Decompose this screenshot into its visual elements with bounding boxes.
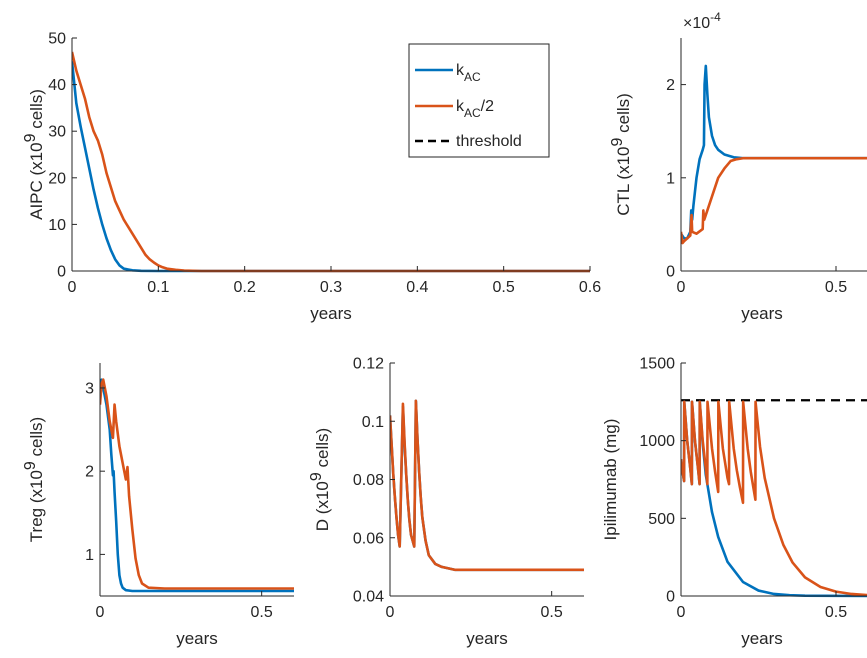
y-tick-label: 0 (57, 264, 66, 281)
y-tick-label: 0.08 (353, 472, 384, 489)
x-tick-label: 0.5 (825, 279, 847, 296)
x-axis-label: years (466, 629, 508, 648)
y-axis-label: AIPC (x109 cells) (22, 89, 46, 220)
y-tick-label: 2 (85, 464, 94, 481)
legend-label: kAC/2 (456, 98, 494, 120)
y-tick-label: 50 (48, 31, 66, 48)
y-tick-label: 500 (648, 511, 675, 528)
series-line-orange (390, 399, 584, 572)
chart-ctl: 0 0.5 0 1 2 years CTL (x109 cells) ×10-4 (609, 10, 867, 323)
y-tick-label: 3 (85, 380, 94, 397)
x-tick-label: 0 (677, 279, 686, 296)
x-axis-label: years (741, 629, 783, 648)
x-tick-label: 0 (68, 279, 77, 296)
y-tick-label: 1 (666, 170, 675, 187)
x-tick-label: 0.4 (406, 279, 428, 296)
y-tick-label: 10 (48, 217, 66, 234)
legend-box (408, 43, 550, 158)
y-tick-label: 30 (48, 124, 66, 141)
legend: kAC kAC/2 threshold (408, 43, 550, 158)
x-tick-label: 0.5 (493, 279, 515, 296)
x-tick-label: 0 (677, 604, 686, 621)
y-tick-label: 0 (666, 264, 675, 281)
y-tick-label: 1 (85, 547, 94, 564)
y-tick-label: 1500 (639, 356, 675, 373)
y-axis-label: Ipilimumab (mg) (601, 419, 620, 541)
y-tick-label: 0.12 (353, 356, 384, 373)
series-line-orange (681, 156, 867, 245)
chart-dcells: 0 0.5 0.04 0.06 0.08 0.1 0.12 years D (x109 cell… (308, 356, 584, 648)
chart-aipc: 0 0.1 0.2 0.3 0.4 0.5 0.6 0 10 20 30 40 50 years AIPC … (22, 31, 601, 324)
y-axis-label: D (x109 cells) (308, 428, 332, 531)
y-tick-label: 40 (48, 77, 66, 94)
x-axis-label: years (176, 629, 218, 648)
x-tick-label: 0.2 (234, 279, 256, 296)
series-line-orange (72, 51, 590, 273)
x-tick-label: 0 (96, 604, 105, 621)
y-tick-label: 2 (666, 77, 675, 94)
y-tick-label: 1000 (639, 433, 675, 450)
y-tick-label: 0 (666, 589, 675, 606)
chart-ipi: 0 0.5 0 500 1000 1500 years Ipilimumab (mg) (601, 356, 867, 648)
chart-treg: 0 0.5 1 2 3 years Treg (x109 cells) (22, 363, 294, 648)
y-tick-label: 0.06 (353, 530, 384, 547)
legend-label: kAC (456, 62, 481, 84)
series-line-orange (681, 400, 867, 597)
x-tick-label: 0.5 (251, 604, 273, 621)
x-tick-label: 0.5 (541, 604, 563, 621)
series-line-blue (681, 400, 867, 598)
x-tick-label: 0.1 (147, 279, 169, 296)
x-axis-label: years (310, 304, 352, 323)
y-tick-label: 20 (48, 170, 66, 187)
x-tick-label: 0.6 (579, 279, 601, 296)
x-tick-label: 0.3 (320, 279, 342, 296)
y-axis-label: CTL (x109 cells) (609, 93, 633, 216)
legend-label: threshold (456, 133, 522, 150)
axis-multiplier: ×10-4 (683, 10, 721, 32)
x-tick-label: 0.5 (825, 604, 847, 621)
y-axis-label: Treg (x109 cells) (22, 417, 46, 542)
x-tick-label: 0 (386, 604, 395, 621)
series-line-blue (100, 378, 294, 593)
series-line-blue (681, 64, 867, 240)
series-line-orange (100, 378, 294, 590)
y-tick-label: 0.04 (353, 589, 384, 606)
series-line-blue (72, 61, 590, 273)
x-axis-label: years (741, 304, 783, 323)
y-tick-label: 0.1 (362, 414, 384, 431)
